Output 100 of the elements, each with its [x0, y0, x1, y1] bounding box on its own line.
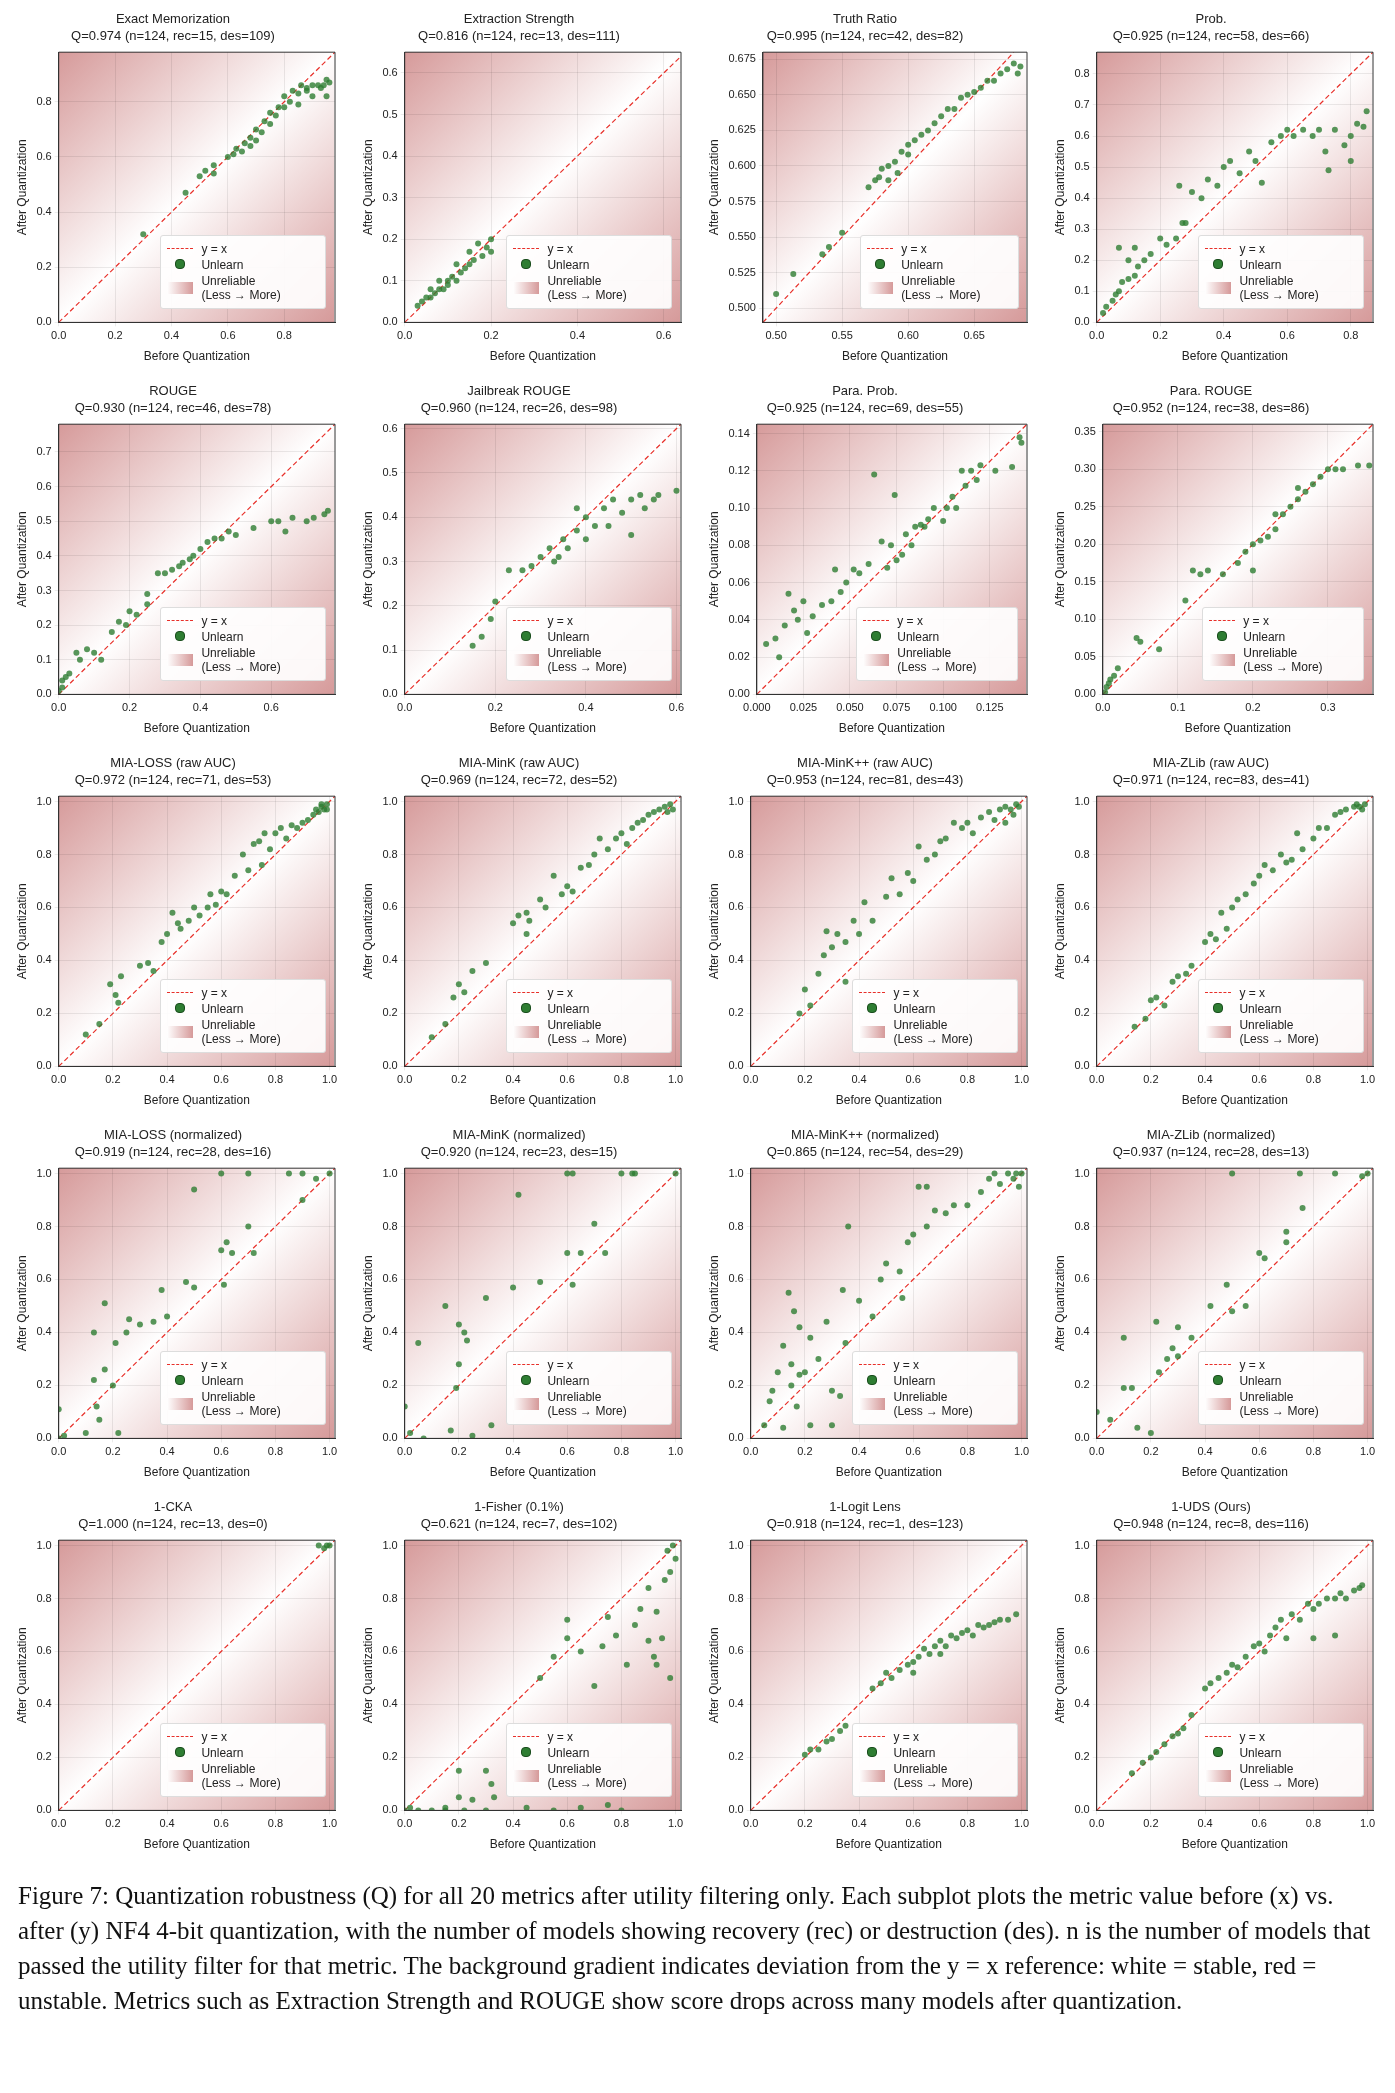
y-tick-label: 0.6	[381, 421, 398, 434]
x-tick-label: 0.8	[959, 1073, 975, 1086]
y-tick-label: 0.8	[1073, 1591, 1090, 1604]
legend-label: Unlearn	[547, 257, 590, 272]
y-axis-title: After Quantization	[14, 883, 29, 980]
legend-label: Unlearn	[201, 1001, 244, 1016]
y-tick-label: 0.8	[727, 847, 744, 860]
legend-label: y = x	[547, 1729, 574, 1744]
y-tick-label: 0.1	[35, 652, 52, 665]
y-tick-label: 1.0	[727, 1166, 744, 1179]
y-axis-title: After Quantization	[1052, 1255, 1067, 1352]
x-axis-title: Before Quantization	[143, 1837, 250, 1852]
x-tick-label: 0.6	[668, 701, 684, 714]
y-tick-label: 0.0	[381, 687, 398, 700]
y-tick-label: 1.0	[381, 794, 398, 807]
annotation: Unreliable (Less → More)	[893, 1389, 974, 1418]
y-axis-title: After Quantization	[360, 883, 375, 980]
y-tick-label: 0.12	[727, 463, 750, 476]
y-tick-label: 0.525	[727, 265, 756, 278]
y-tick-label: 0.2	[1073, 1378, 1090, 1391]
y-tick-label: 0.625	[727, 123, 756, 136]
y-tick-label: 0.2	[1073, 1750, 1090, 1763]
y-axis-title: After Quantization	[706, 1627, 721, 1724]
y-tick-label: 0.0	[381, 315, 398, 328]
y-tick-label: 0.5	[35, 514, 52, 527]
y-axis-title: After Quantization	[360, 139, 375, 236]
y-tick-label: 0.30	[1073, 462, 1096, 475]
chart-title: Extraction Strength	[463, 11, 574, 27]
annotation: Unreliable (Less → More)	[201, 645, 282, 674]
y-tick-label: 0.0	[727, 1803, 744, 1816]
x-tick-label: 1.0	[321, 1073, 337, 1086]
y-tick-label: 0.0	[35, 1059, 52, 1072]
x-tick-label: 0.4	[569, 329, 585, 342]
x-tick-label: 0.8	[613, 1073, 629, 1086]
legend-label: y = x	[1239, 985, 1266, 1000]
y-tick-label: 0.2	[727, 1378, 744, 1391]
y-tick-label: 0.4	[1073, 953, 1090, 966]
x-tick-label: 0.2	[104, 1073, 121, 1086]
x-tick-label: 1.0	[321, 1817, 337, 1830]
y-tick-label: 0.0	[35, 315, 52, 328]
legend-label: y = x	[1239, 241, 1266, 256]
x-tick-label: 0.6	[263, 701, 279, 714]
y-tick-label: 0.6	[381, 1272, 398, 1285]
x-tick-label: 0.6	[559, 1817, 575, 1830]
x-tick-label: 0.4	[850, 1073, 867, 1086]
legend-label: Unlearn	[547, 1745, 590, 1760]
y-tick-label: 0.6	[35, 900, 52, 913]
x-axis-title: Before Quantization	[489, 1837, 596, 1852]
x-tick-label: 0.2	[796, 1817, 813, 1830]
x-tick-label: 0.8	[613, 1445, 629, 1458]
x-tick-label: 0.0	[1088, 1445, 1104, 1458]
y-tick-label: 0.2	[381, 1750, 398, 1763]
annotation: Unreliable (Less → More)	[547, 645, 628, 674]
x-tick-label: 0.2	[796, 1073, 813, 1086]
legend-label: Unlearn	[893, 1373, 936, 1388]
legend-label: Unlearn	[547, 1373, 590, 1388]
chart-subtitle: Q=0.953 (n=124, rec=81, des=43)	[766, 771, 963, 787]
annotation: Unreliable (Less → More)	[201, 1017, 282, 1046]
legend-label: y = x	[547, 241, 574, 256]
x-tick-label: 0.6	[655, 329, 671, 342]
x-tick-label: 0.6	[213, 1817, 229, 1830]
y-tick-label: 0.0	[35, 1431, 52, 1444]
y-axis-title: After Quantization	[1052, 139, 1067, 236]
x-axis-title: Before Quantization	[489, 349, 596, 364]
x-tick-label: 1.0	[667, 1073, 683, 1086]
x-tick-label: 0.125	[975, 701, 1003, 714]
y-tick-label: 0.2	[727, 1006, 744, 1019]
x-tick-label: 0.4	[850, 1817, 867, 1830]
y-tick-label: 0.0	[35, 1803, 52, 1816]
y-tick-label: 0.6	[727, 900, 744, 913]
y-tick-label: 0.0	[35, 687, 52, 700]
y-tick-label: 0.00	[727, 687, 750, 700]
x-tick-label: 0.8	[276, 329, 292, 342]
x-tick-label: 0.2	[482, 329, 499, 342]
legend-label: Unlearn	[547, 629, 590, 644]
x-tick-label: 0.4	[158, 1445, 175, 1458]
y-tick-label: 1.0	[381, 1166, 398, 1179]
x-tick-label: 0.4	[504, 1073, 521, 1086]
x-tick-label: 0.0	[50, 1817, 66, 1830]
y-tick-label: 0.6	[727, 1644, 744, 1657]
legend-label: Unlearn	[893, 1001, 936, 1016]
annotation: Unreliable (Less → More)	[893, 1017, 974, 1046]
x-tick-label: 0.6	[1251, 1817, 1267, 1830]
x-axis-title: Before Quantization	[1184, 721, 1291, 736]
y-tick-label: 0.8	[1073, 847, 1090, 860]
x-tick-label: 0.4	[192, 701, 208, 714]
x-axis-title: Before Quantization	[143, 721, 250, 736]
chart-subtitle: Q=0.937 (n=124, rec=28, des=13)	[1112, 1143, 1309, 1159]
y-axis-title: After Quantization	[360, 1255, 375, 1352]
x-tick-label: 0.4	[1196, 1445, 1213, 1458]
annotation: Unreliable (Less → More)	[547, 1389, 628, 1418]
y-tick-label: 0.8	[727, 1591, 744, 1604]
x-tick-label: 0.0	[1094, 701, 1110, 714]
chart-title: MIA-LOSS (raw AUC)	[109, 755, 236, 771]
y-tick-label: 1.0	[35, 1166, 52, 1179]
x-tick-label: 0.025	[789, 701, 817, 714]
annotation: Unreliable (Less → More)	[547, 1017, 628, 1046]
x-tick-label: 0.6	[559, 1445, 575, 1458]
y-tick-label: 0.6	[727, 1272, 744, 1285]
chart-subtitle: Q=0.952 (n=124, rec=38, des=86)	[1112, 399, 1309, 415]
